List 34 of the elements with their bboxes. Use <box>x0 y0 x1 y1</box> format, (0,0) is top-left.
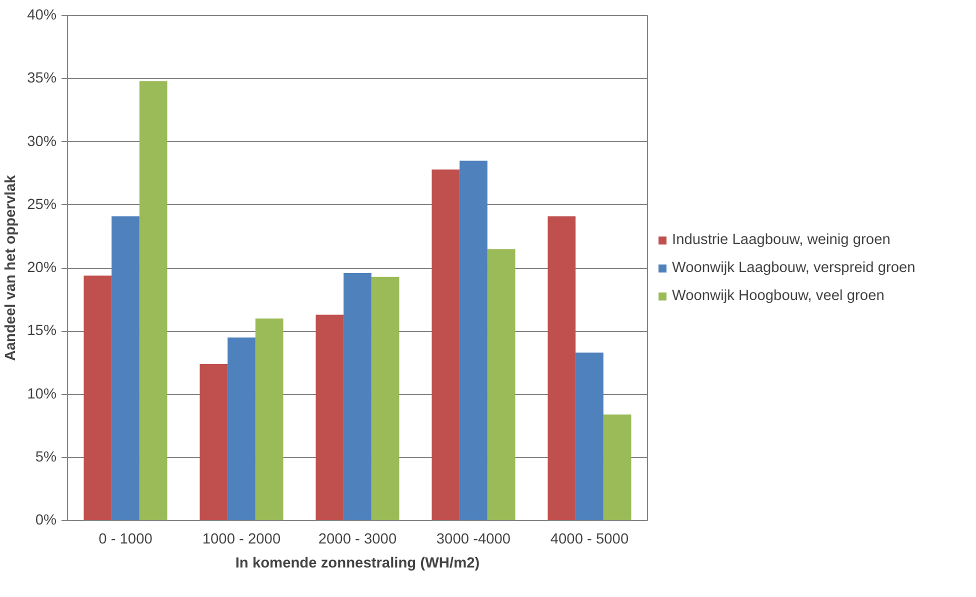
x-axis-title: In komende zonnestraling (WH/m2) <box>235 556 480 572</box>
y-tick-label: 0% <box>35 512 57 528</box>
bar <box>316 314 344 520</box>
x-tick-label: 0 - 1000 <box>98 532 152 548</box>
y-tick-label: 40% <box>27 8 57 24</box>
bar <box>112 216 140 520</box>
y-axis-title: Aandeel van het oppervlak <box>3 174 20 361</box>
y-tick-label: 15% <box>27 323 57 340</box>
bar <box>255 318 284 520</box>
y-tick-label: 10% <box>27 386 57 402</box>
bar <box>460 160 488 520</box>
legend-label: Woonwijk Hoogbouw, veel groen <box>672 288 884 304</box>
bar <box>371 276 400 520</box>
bar <box>84 276 112 520</box>
x-tick-label: 1000 - 2000 <box>202 532 281 548</box>
bar <box>603 414 632 520</box>
y-tick-label: 35% <box>27 70 57 87</box>
x-tick-label: 2000 - 3000 <box>318 532 397 548</box>
bar <box>432 170 460 520</box>
bar <box>139 81 168 520</box>
bar <box>228 337 256 520</box>
bar <box>576 352 604 520</box>
bar <box>487 249 516 520</box>
x-tick-label: 4000 - 5000 <box>550 532 629 548</box>
x-tick-label: 3000 -4000 <box>436 532 511 548</box>
y-tick-label: 5% <box>35 449 57 466</box>
legend-label: Woonwijk Laagbouw, verspreid groen <box>672 260 916 276</box>
bar <box>200 364 228 520</box>
y-tick-label: 30% <box>27 134 57 150</box>
legend-label: Industrie Laagbouw, weinig groen <box>672 232 890 248</box>
bar <box>344 273 372 520</box>
bar <box>548 216 576 520</box>
y-tick-label: 20% <box>27 260 57 276</box>
y-tick-label: 25% <box>27 196 57 213</box>
